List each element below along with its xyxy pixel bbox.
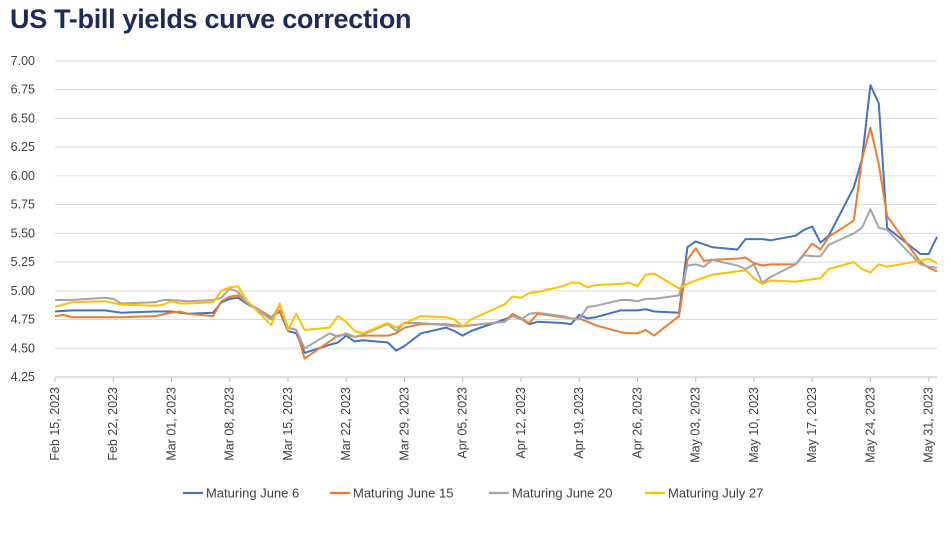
x-tick-label: May 10, 2023 bbox=[747, 387, 761, 463]
legend-label: Maturing June 15 bbox=[353, 486, 453, 501]
x-tick-label: May 24, 2023 bbox=[863, 387, 877, 463]
x-tick-label: Apr 05, 2023 bbox=[456, 387, 470, 459]
y-tick-label: 4.75 bbox=[11, 313, 35, 327]
y-tick-label: 4.25 bbox=[11, 370, 35, 384]
x-tick-label: Feb 22, 2023 bbox=[106, 387, 120, 461]
chart-title: US T-bill yields curve correction bbox=[10, 4, 412, 34]
x-tick-label: Feb 15, 2023 bbox=[48, 387, 62, 461]
y-tick-label: 5.75 bbox=[11, 198, 35, 212]
y-tick-label: 6.25 bbox=[11, 140, 35, 154]
legend-label: Maturing July 27 bbox=[668, 486, 763, 501]
x-tick-label: May 03, 2023 bbox=[689, 387, 703, 463]
y-tick-label: 6.75 bbox=[11, 83, 35, 97]
y-tick-label: 5.50 bbox=[11, 226, 35, 240]
y-tick-label: 7.00 bbox=[11, 54, 35, 68]
x-tick-label: Apr 12, 2023 bbox=[514, 387, 528, 459]
x-tick-label: Mar 29, 2023 bbox=[397, 387, 411, 461]
legend-item-4: Maturing July 27 bbox=[645, 486, 763, 501]
y-tick-label: 6.50 bbox=[11, 111, 35, 125]
y-tick-label: 5.00 bbox=[11, 284, 35, 298]
x-tick-label: Mar 08, 2023 bbox=[223, 387, 237, 461]
x-tick-label: Mar 15, 2023 bbox=[281, 387, 295, 461]
x-tick-label: May 17, 2023 bbox=[805, 387, 819, 463]
legend-item-3: Maturing June 20 bbox=[489, 486, 612, 501]
legend: Maturing June 6 Maturing June 15 Maturing … bbox=[183, 486, 763, 501]
grid-lines bbox=[55, 60, 937, 349]
legend-item-2: Maturing June 15 bbox=[330, 486, 453, 501]
series-line-3 bbox=[55, 208, 938, 350]
x-tick-label: Mar 01, 2023 bbox=[164, 387, 178, 461]
y-axis-ticks: 7.00 6.75 6.50 6.25 6.00 5.75 5.50 5.25 5.00 4.75… bbox=[11, 54, 35, 384]
legend-label: Maturing June 6 bbox=[206, 486, 299, 501]
y-tick-label: 4.50 bbox=[11, 341, 35, 355]
x-tick-label: Mar 22, 2023 bbox=[339, 387, 353, 461]
x-tick-label: Apr 19, 2023 bbox=[572, 387, 586, 459]
y-tick-label: 6.00 bbox=[11, 169, 35, 183]
series-lines bbox=[54, 84, 938, 360]
y-tick-label: 5.25 bbox=[11, 255, 35, 269]
x-tick-label: May 31, 2023 bbox=[922, 387, 936, 463]
series-line-4 bbox=[54, 257, 938, 335]
x-axis: Feb 15, 2023 Feb 22, 2023 Mar 01, 2023 Mar … bbox=[48, 376, 937, 463]
x-tick-label: Apr 26, 2023 bbox=[630, 387, 644, 459]
series-line-2 bbox=[54, 126, 938, 360]
legend-item-1: Maturing June 6 bbox=[183, 486, 299, 501]
legend-label: Maturing June 20 bbox=[512, 486, 612, 501]
